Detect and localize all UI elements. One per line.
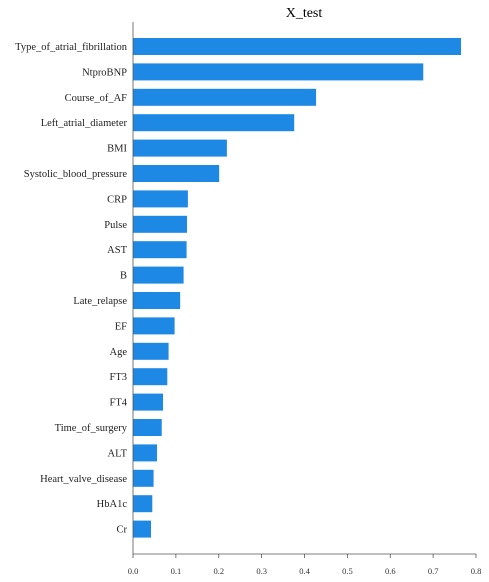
bar-time-of-surgery bbox=[133, 419, 162, 436]
chart-title: X_test bbox=[286, 6, 323, 21]
y-tick-label: B bbox=[120, 271, 127, 282]
y-tick-label: FT4 bbox=[109, 398, 127, 409]
y-tick-label: EF bbox=[115, 321, 127, 332]
x-tick-label: 0.3 bbox=[256, 566, 267, 576]
bar-course-of-af bbox=[133, 88, 317, 106]
y-tick-label: Systolic_blood_pressure bbox=[24, 169, 128, 180]
x-tick-label: 0.1 bbox=[171, 566, 182, 576]
y-tick-label: Cr bbox=[117, 525, 128, 536]
x-tick-label: 0.7 bbox=[428, 566, 439, 576]
bar-ft3 bbox=[133, 368, 168, 386]
bar-late-relapse bbox=[133, 292, 181, 309]
x-tick-label: 0.8 bbox=[471, 566, 482, 576]
bars-group bbox=[133, 38, 461, 538]
bar-type-of-atrial-fibrillation bbox=[133, 38, 461, 55]
y-tick-label: Heart_valve_disease bbox=[40, 474, 127, 485]
bar-hba1c bbox=[133, 495, 153, 513]
y-tick-label: CRP bbox=[107, 194, 127, 205]
bar-age bbox=[133, 342, 169, 360]
y-tick-label: Time_of_surgery bbox=[55, 423, 128, 434]
y-tick-label: BMI bbox=[107, 144, 127, 155]
x-axis-ticks: 0.0 0.1 0.2 0.3 0.4 0.5 0.6 0.7 0.8 bbox=[128, 554, 482, 576]
bar-ft4 bbox=[133, 393, 164, 411]
x-tick-label: 0.2 bbox=[213, 566, 224, 576]
y-tick-label: Type_of_atrial_fibrillation bbox=[15, 42, 128, 53]
bar-heart-valve-disease bbox=[133, 469, 154, 487]
bar-cr bbox=[133, 520, 152, 538]
y-tick-label: AST bbox=[107, 245, 127, 256]
bar-alt bbox=[133, 444, 158, 462]
x-tick-label: 0.6 bbox=[385, 566, 396, 576]
y-tick-label: Course_of_AF bbox=[65, 93, 128, 104]
y-tick-label: HbA1c bbox=[97, 499, 128, 510]
y-tick-label: Pulse bbox=[104, 220, 127, 231]
bar-b bbox=[133, 266, 184, 284]
x-tick-label: 0.5 bbox=[342, 566, 353, 576]
x-tick-label: 0.0 bbox=[128, 566, 139, 576]
y-tick-label: FT3 bbox=[109, 372, 127, 383]
bar-ast bbox=[133, 241, 187, 259]
bar-ntprobnp bbox=[133, 63, 424, 81]
bar-systolic-blood-pressure bbox=[133, 165, 220, 182]
bar-ef bbox=[133, 317, 175, 335]
bar-pulse bbox=[133, 215, 188, 233]
y-tick-label: Late_relapse bbox=[73, 296, 127, 307]
bar-bmi bbox=[133, 139, 227, 157]
y-tick-label: Age bbox=[110, 347, 128, 358]
x-tick-label: 0.4 bbox=[299, 566, 310, 576]
y-tick-label: NtproBNP bbox=[82, 67, 127, 78]
bar-left-atrial-diameter bbox=[133, 114, 295, 132]
y-axis-labels: Type_of_atrial_fibrillation NtproBNP Cours… bbox=[15, 42, 128, 536]
y-tick-label: ALT bbox=[108, 448, 128, 459]
y-tick-label: Left_atrial_diameter bbox=[41, 118, 128, 129]
bar-crp bbox=[133, 190, 188, 208]
